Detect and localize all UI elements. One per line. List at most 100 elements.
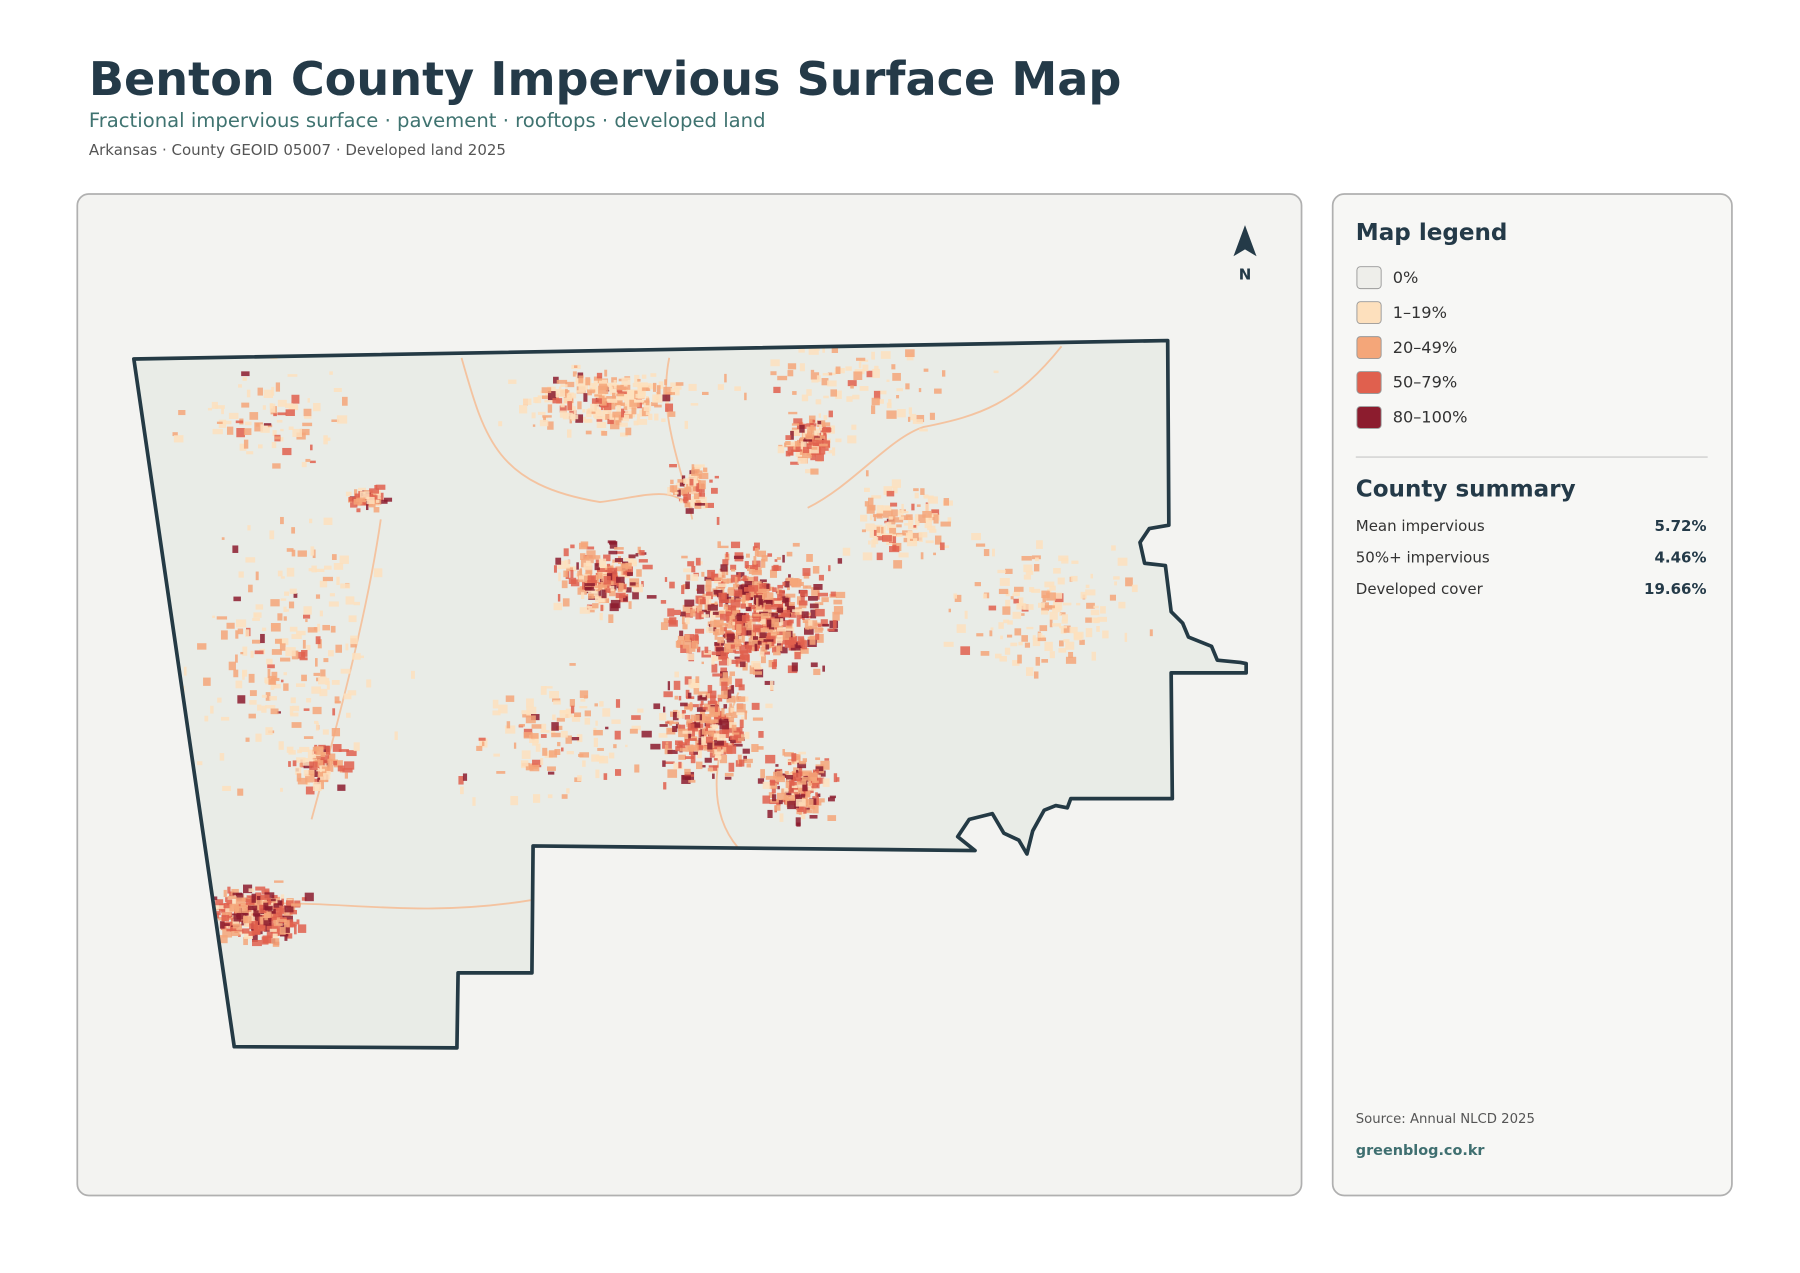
impervious-patch <box>594 703 598 707</box>
impervious-patch <box>751 744 759 753</box>
impervious-patch <box>1065 656 1077 664</box>
impervious-patch <box>809 815 818 819</box>
impervious-patch <box>542 415 552 418</box>
impervious-patch <box>615 401 622 407</box>
impervious-patch <box>593 737 599 748</box>
impervious-patch <box>853 371 863 380</box>
impervious-patch <box>792 391 797 395</box>
impervious-patch <box>719 729 730 739</box>
impervious-patch <box>584 583 595 587</box>
impervious-patch <box>905 383 910 390</box>
impervious-patch <box>800 441 807 450</box>
impervious-patch <box>702 714 712 721</box>
impervious-patch <box>583 393 588 402</box>
impervious-patch <box>674 671 680 678</box>
impervious-patch <box>563 397 572 404</box>
impervious-patch <box>708 732 715 739</box>
impervious-patch <box>302 422 313 427</box>
summary-value: 4.46% <box>1654 548 1706 566</box>
impervious-patch <box>714 704 719 712</box>
impervious-patch <box>458 776 464 785</box>
impervious-patch <box>801 611 809 619</box>
impervious-patch <box>757 626 768 631</box>
impervious-patch <box>577 401 582 410</box>
impervious-patch <box>232 892 243 896</box>
impervious-patch <box>212 615 216 619</box>
impervious-patch <box>871 539 876 548</box>
impervious-patch <box>309 518 313 524</box>
impervious-patch <box>616 389 623 393</box>
impervious-patch <box>248 713 256 719</box>
impervious-patch <box>1063 639 1070 643</box>
impervious-patch <box>219 935 228 944</box>
impervious-patch <box>730 564 737 571</box>
impervious-patch <box>614 730 621 740</box>
impervious-patch <box>224 923 230 926</box>
impervious-patch <box>539 419 549 427</box>
impervious-patch <box>1023 564 1033 573</box>
impervious-patch <box>705 720 714 725</box>
impervious-patch <box>1059 612 1062 616</box>
impervious-patch <box>663 782 667 790</box>
impervious-patch <box>813 668 821 676</box>
impervious-patch <box>663 386 673 395</box>
impervious-patch <box>330 625 336 633</box>
impervious-patch <box>694 605 703 613</box>
impervious-patch <box>682 710 686 714</box>
impervious-patch <box>765 775 776 780</box>
impervious-patch <box>237 695 246 704</box>
legend-swatch <box>1356 406 1382 429</box>
impervious-patch <box>265 705 276 709</box>
impervious-patch <box>287 374 298 377</box>
impervious-patch <box>1041 610 1049 615</box>
impervious-patch <box>769 783 777 789</box>
impervious-patch <box>781 788 785 795</box>
impervious-patch <box>677 635 686 641</box>
impervious-patch <box>814 627 823 633</box>
impervious-patch <box>270 623 281 632</box>
impervious-patch <box>796 617 801 627</box>
impervious-patch <box>319 610 323 617</box>
impervious-patch <box>237 628 244 635</box>
impervious-patch <box>739 661 746 668</box>
impervious-patch <box>689 478 694 486</box>
impervious-patch <box>739 719 744 728</box>
impervious-patch <box>591 398 602 404</box>
impervious-patch <box>885 522 892 526</box>
impervious-patch <box>288 761 291 767</box>
impervious-patch <box>710 613 716 622</box>
impervious-patch <box>653 703 661 710</box>
impervious-patch <box>815 766 824 772</box>
impervious-patch <box>695 500 701 504</box>
impervious-patch <box>604 369 608 377</box>
impervious-patch <box>226 426 234 435</box>
impervious-patch <box>333 387 342 392</box>
impervious-patch <box>324 565 332 570</box>
impervious-patch <box>876 552 883 561</box>
impervious-patch <box>304 892 314 902</box>
impervious-patch <box>918 532 928 538</box>
impervious-patch <box>799 590 808 597</box>
impervious-patch <box>675 746 681 752</box>
impervious-patch <box>642 564 653 570</box>
impervious-patch <box>340 668 351 674</box>
impervious-patch <box>291 549 296 557</box>
impervious-patch <box>786 621 790 626</box>
impervious-patch <box>772 638 783 644</box>
impervious-patch <box>683 478 694 484</box>
impervious-patch <box>281 898 284 905</box>
north-label: N <box>1239 265 1252 283</box>
impervious-patch <box>286 548 294 552</box>
impervious-patch <box>257 704 262 711</box>
impervious-patch <box>223 903 231 909</box>
impervious-patch <box>733 593 740 603</box>
impervious-patch <box>561 730 568 738</box>
impervious-patch <box>806 626 809 630</box>
impervious-patch <box>315 722 319 731</box>
impervious-patch <box>1013 598 1019 604</box>
impervious-patch <box>713 589 723 595</box>
impervious-patch <box>311 686 321 694</box>
impervious-patch <box>696 483 699 493</box>
impervious-patch <box>827 628 835 632</box>
impervious-patch <box>277 399 287 407</box>
